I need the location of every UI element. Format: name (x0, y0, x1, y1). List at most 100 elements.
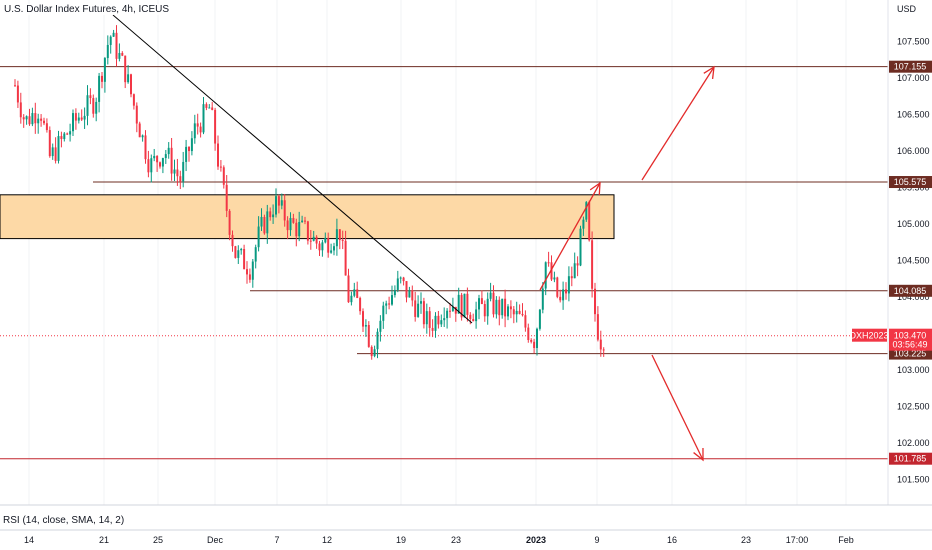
candle-body (222, 167, 225, 185)
candle-body (446, 310, 449, 319)
level-price-tag-label: 101.785 (894, 454, 927, 464)
arrow-up-2 (641, 66, 715, 181)
candle-body (330, 250, 333, 253)
drawings (112, 14, 715, 462)
candle-body (565, 289, 567, 294)
candle-body (188, 146, 190, 152)
candle-body (547, 262, 550, 264)
candle-body (248, 274, 251, 280)
candle-body (422, 301, 425, 325)
candle-body (254, 247, 257, 262)
y-tick-label: 107.500 (897, 37, 930, 47)
candle-body (159, 162, 161, 167)
candle-body (144, 135, 147, 160)
candle-body (335, 229, 338, 247)
candle-body (388, 303, 391, 305)
candle-body (507, 306, 509, 317)
arrow-up-1 (539, 182, 601, 291)
y-tick-label: 103.000 (897, 365, 930, 375)
candle-body (399, 277, 402, 279)
arrow-down-head (693, 447, 704, 462)
candle-body (304, 220, 306, 222)
candle-body (243, 249, 246, 270)
candle-body (66, 133, 69, 135)
candle-body (170, 147, 173, 174)
candle-body (362, 311, 364, 327)
candle-body (179, 176, 182, 182)
candle-body (150, 158, 153, 173)
candle-body (228, 210, 231, 235)
candle-body (80, 117, 83, 120)
rsi-indicator-label[interactable]: RSI (14, close, SMA, 14, 2) (3, 515, 125, 526)
candle-body (19, 102, 22, 118)
candle-body (286, 220, 289, 231)
candle-body (579, 228, 582, 266)
candle-body (553, 277, 556, 280)
candle-body (121, 52, 124, 56)
candle-body (202, 104, 205, 133)
level-price-tag-label: 104.085 (894, 286, 927, 296)
candle-body (309, 240, 312, 242)
candle-body (37, 118, 40, 124)
candle-body (147, 159, 150, 173)
candle-body (173, 169, 176, 174)
candle-body (373, 349, 376, 357)
candle-body (211, 107, 214, 110)
candle-body (391, 295, 393, 305)
candle-body (60, 136, 63, 140)
candle-body (72, 113, 74, 132)
candle-body (176, 169, 179, 177)
candle-body (237, 250, 240, 258)
x-tick-label: 21 (99, 535, 109, 545)
candle-body (118, 52, 121, 59)
candle-body (431, 327, 434, 331)
candle-body (54, 147, 57, 161)
x-axis[interactable]: 14 21 25 Dec 7 12 19 23 2023 9 16 23 17:00 Feb (24, 535, 854, 545)
candle-body (478, 298, 480, 310)
candle-body (402, 277, 405, 282)
candle-body (408, 290, 411, 298)
candle-body (57, 136, 60, 161)
candle-body (141, 135, 144, 138)
y-tick-label: 104.500 (897, 256, 930, 266)
candle-body (28, 116, 31, 125)
candle-body (40, 118, 43, 121)
candle-body (275, 196, 277, 215)
candle-body (92, 98, 95, 114)
candle-body (460, 294, 463, 318)
candle-body (599, 339, 602, 350)
candle-body (359, 297, 362, 312)
candle-body (14, 85, 16, 87)
candle-body (295, 222, 298, 237)
candle-body (298, 221, 301, 237)
candle-body (556, 277, 559, 297)
candle-body (585, 202, 588, 220)
y-tick-label: 102.000 (897, 438, 930, 448)
candle-body (48, 130, 51, 157)
candle-body (466, 293, 469, 315)
countdown-label: 03:56:49 (892, 340, 927, 350)
candle-body (45, 123, 48, 131)
candle-body (101, 75, 103, 82)
candle-body (425, 311, 428, 325)
x-tick-label: 7 (274, 535, 279, 545)
x-tick-label: 25 (153, 535, 163, 545)
price-tags: 107.155 105.575 104.085 103.225 101.785 DXH20… (849, 60, 932, 465)
candle-body (321, 242, 324, 251)
candle-body (124, 55, 127, 83)
candle-body (376, 331, 379, 350)
candle-body (86, 95, 89, 116)
candlestick-series (14, 25, 605, 360)
candle-body (161, 158, 164, 167)
candle-body (115, 32, 118, 59)
candle-body (538, 309, 541, 329)
chart-grid (28, 0, 847, 505)
candle-body (602, 349, 605, 351)
candle-body (509, 306, 512, 310)
candle-body (504, 298, 507, 317)
candle-body (312, 236, 315, 241)
candle-body (89, 95, 92, 99)
candle-body (550, 262, 553, 280)
candle-body (562, 289, 565, 301)
